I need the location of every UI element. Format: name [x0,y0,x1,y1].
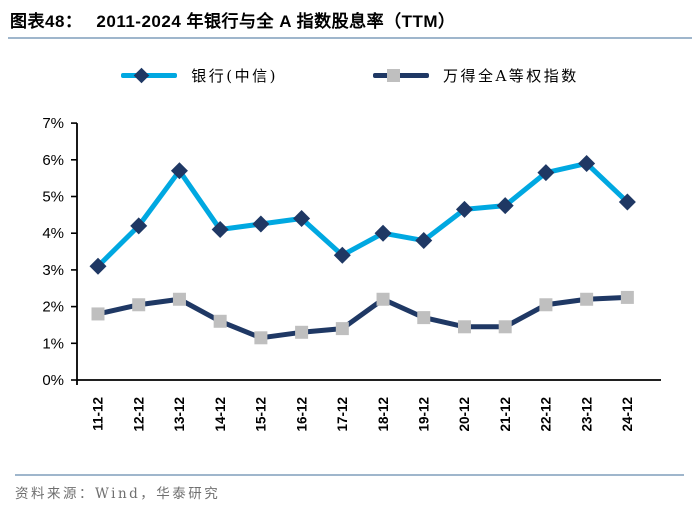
x-tick-label: 24-12 [620,397,635,432]
data-point-diamond [415,232,433,250]
x-tick-label: 22-12 [539,397,554,432]
y-tick-label: 1% [42,335,64,352]
x-tick-label: 12-12 [131,397,146,432]
data-point-diamond [170,162,188,180]
data-point-square [132,298,146,312]
data-point-square [213,314,227,328]
x-tick-label: 16-12 [294,397,309,432]
axis-lines [76,123,661,385]
data-point-diamond [252,215,270,233]
legend-swatch [372,68,429,83]
figure-title-row: 图表48： 2011-2024 年银行与全 A 指数股息率（TTM） [10,7,456,32]
data-point-square [580,292,594,306]
data-point-square [498,320,512,334]
figure-label: 图表48： [10,12,83,31]
series-line-diamond [95,160,630,269]
data-point-diamond [455,200,473,218]
x-tick-label: 13-12 [172,397,187,432]
source-note: 资料来源：Wind，华泰研究 [15,486,221,502]
data-point-diamond [578,154,596,172]
data-point-diamond [333,246,351,264]
legend-swatch [121,67,178,83]
data-point-diamond [293,210,311,228]
data-point-diamond [374,224,392,242]
y-tick-label: 6% [42,152,64,169]
legend-line [372,72,429,78]
data-point-diamond [496,197,514,215]
chart-legend: 银行(中信) 万得全A等权指数 [0,60,700,90]
data-point-square [620,290,634,304]
legend-label: 万得全A等权指数 [442,66,579,85]
legend-label: 银行(中信) [191,66,278,85]
data-point-diamond [130,217,148,235]
footer-divider [15,474,684,476]
data-point-diamond [89,257,107,275]
data-point-square [417,311,431,325]
data-point-square [376,292,390,306]
y-tick-label: 4% [42,225,64,242]
series-line-square [95,294,630,341]
x-tick-label: 20-12 [457,397,472,432]
x-tick-label: 11-12 [91,397,106,431]
x-tick-label: 23-12 [579,397,594,432]
data-point-square [457,320,471,334]
title-underline [8,37,692,39]
square-marker-icon [386,68,400,82]
data-point-diamond [211,221,229,239]
data-point-square [172,292,186,306]
data-point-diamond [618,193,636,211]
data-point-square [91,307,105,321]
figure-title: 2011-2024 年银行与全 A 指数股息率（TTM） [96,12,456,31]
data-point-square [539,298,553,312]
y-tick-label: 3% [42,262,64,279]
diamond-marker-icon [133,67,150,83]
y-tick-label: 2% [42,299,64,316]
x-tick-label: 15-12 [254,397,269,432]
legend-item: 银行(中信) [121,65,278,86]
y-tick-label: 5% [42,189,64,206]
x-tick-label: 14-12 [213,397,228,432]
y-tick-label: 7% [42,115,64,132]
data-point-square [254,331,268,345]
data-point-square [295,325,309,339]
chart-svg: 0% 1% 2% 3% 4% 5% 6% 7% 11-12 12-12 13-12 14-12 15-1… [42,115,661,432]
x-tick-label: 17-12 [335,397,350,432]
data-point-square [335,322,349,336]
x-tick-label: 21-12 [498,397,513,432]
data-point-diamond [537,164,555,182]
y-tick-label: 0% [42,372,64,389]
chart-area: 0% 1% 2% 3% 4% 5% 6% 7% 11-12 12-12 13-12 14-12 15-1… [0,100,700,470]
x-tick-label: 18-12 [376,397,391,432]
legend-item: 万得全A等权指数 [372,65,579,86]
x-tick-label: 19-12 [416,397,431,432]
